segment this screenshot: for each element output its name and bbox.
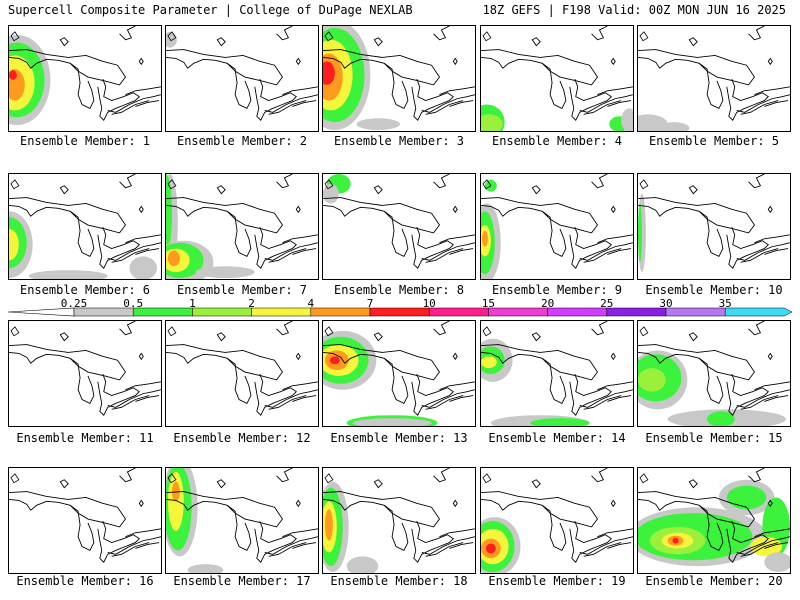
scale-tick-label: 0.25: [60, 297, 88, 310]
great-lakes-map-icon: [323, 468, 475, 573]
scale-segment-7: [488, 307, 548, 317]
valid-time: 18Z GEFS | F198 Valid: 00Z MON JUN 16 20…: [482, 3, 786, 17]
member-label-18: Ensemble Member: 18: [330, 574, 468, 588]
great-lakes-map-icon: [481, 174, 633, 279]
scale-tick-label: 10: [422, 297, 436, 310]
scale-tick-label: 7: [366, 297, 374, 310]
scale-segment-10: [665, 307, 726, 317]
color-scale-bar: [8, 307, 792, 317]
scale-tick-label: 4: [307, 297, 315, 310]
great-lakes-map-icon: [166, 468, 318, 573]
member-label-11: Ensemble Member: 11: [16, 431, 154, 445]
great-lakes-map-icon: [638, 26, 790, 131]
member-panel-19[interactable]: [480, 467, 634, 574]
member-panel-14[interactable]: [480, 320, 634, 427]
member-label-7: Ensemble Member: 7: [176, 283, 308, 297]
member-panel-7[interactable]: [165, 173, 319, 280]
great-lakes-map-icon: [638, 174, 790, 273]
scale-tick-label: 35: [718, 297, 732, 310]
member-panel-12[interactable]: [165, 320, 319, 427]
scale-segment-4: [310, 307, 371, 317]
great-lakes-map-icon: [9, 26, 161, 126]
scale-segment-6: [428, 307, 489, 317]
great-lakes-map-icon: [481, 26, 633, 131]
member-label-20: Ensemble Member: 20: [645, 574, 783, 588]
scale-tick-label: 1: [189, 297, 196, 310]
great-lakes-map-icon: [638, 321, 790, 426]
scale-segment-11: [724, 307, 792, 317]
great-lakes-map-icon: [166, 174, 318, 279]
chart-title: Supercell Composite Parameter | College …: [8, 3, 413, 17]
member-panel-9[interactable]: [480, 173, 634, 280]
great-lakes-map-icon: [9, 174, 161, 279]
great-lakes-map-icon: [323, 321, 475, 426]
scale-segment-5: [369, 307, 430, 317]
member-label-2: Ensemble Member: 2: [176, 134, 308, 148]
member-label-4: Ensemble Member: 4: [491, 134, 623, 148]
member-panel-4[interactable]: [480, 25, 634, 132]
scale-tick-label: 30: [659, 297, 673, 310]
member-panel-13[interactable]: [322, 320, 476, 427]
great-lakes-map-icon: [481, 468, 633, 573]
great-lakes-map-icon: [166, 321, 318, 416]
member-label-15: Ensemble Member: 15: [645, 431, 783, 445]
member-label-5: Ensemble Member: 5: [648, 134, 780, 148]
scale-tick-label: 20: [540, 297, 555, 310]
member-panel-16[interactable]: [8, 467, 162, 574]
scale-tick-label: 25: [600, 297, 614, 310]
scale-tick-label: 2: [248, 297, 255, 310]
member-panel-17[interactable]: [165, 467, 319, 574]
member-panel-3[interactable]: [322, 25, 476, 132]
scale-tick-label: 0.5: [123, 297, 144, 310]
member-panel-5[interactable]: [637, 25, 791, 132]
member-panel-20[interactable]: [637, 467, 791, 574]
member-label-19: Ensemble Member: 19: [488, 574, 626, 588]
member-panel-2[interactable]: [165, 25, 319, 132]
scale-segment-8: [547, 307, 608, 317]
member-panel-1[interactable]: [8, 25, 162, 132]
member-label-6: Ensemble Member: 6: [19, 283, 151, 297]
member-label-13: Ensemble Member: 13: [330, 431, 468, 445]
member-label-14: Ensemble Member: 14: [488, 431, 626, 445]
member-panel-6[interactable]: [8, 173, 162, 280]
member-label-16: Ensemble Member: 16: [16, 574, 154, 588]
member-panel-8[interactable]: [322, 173, 476, 280]
member-label-12: Ensemble Member: 12: [173, 431, 311, 445]
member-panel-18[interactable]: [322, 467, 476, 574]
great-lakes-map-icon: [638, 468, 790, 573]
member-label-17: Ensemble Member: 17: [173, 574, 311, 588]
great-lakes-map-icon: [323, 26, 475, 131]
great-lakes-map-icon: [481, 321, 633, 426]
member-label-8: Ensemble Member: 8: [333, 283, 465, 297]
great-lakes-map-icon: [166, 26, 318, 121]
member-label-1: Ensemble Member: 1: [19, 134, 151, 148]
great-lakes-map-icon: [9, 321, 161, 416]
member-label-10: Ensemble Member: 10: [645, 283, 783, 297]
member-panel-11[interactable]: [8, 320, 162, 427]
great-lakes-map-icon: [9, 468, 161, 563]
member-panel-15[interactable]: [637, 320, 791, 427]
scale-tick-label: 15: [481, 297, 496, 310]
scale-segment-3: [251, 307, 312, 317]
member-panel-10[interactable]: [637, 173, 791, 280]
member-label-3: Ensemble Member: 3: [333, 134, 465, 148]
great-lakes-map-icon: [323, 174, 475, 269]
member-label-9: Ensemble Member: 9: [491, 283, 623, 297]
scale-segment-2: [192, 307, 252, 317]
scale-segment-9: [606, 307, 667, 317]
